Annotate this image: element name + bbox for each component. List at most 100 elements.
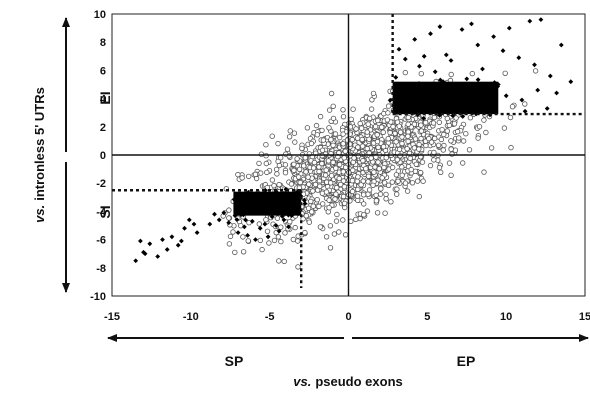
- open-circle-point: [291, 167, 297, 174]
- filled-diamond-point: [232, 213, 238, 218]
- filled-diamond-point: [480, 99, 486, 105]
- filled-diamond-point: [212, 211, 217, 217]
- open-circle-point: [317, 113, 324, 120]
- open-circle-point: [282, 230, 288, 236]
- filled-diamond-point: [469, 21, 474, 27]
- y-tick-label: -4: [96, 206, 107, 218]
- open-circle-point: [488, 145, 495, 151]
- open-circle-point: [282, 162, 289, 168]
- filled-diamond-point: [249, 218, 255, 224]
- open-circle-point: [276, 181, 282, 188]
- open-circle-point: [418, 135, 424, 142]
- open-circle-point: [350, 159, 356, 165]
- open-circle-point: [294, 156, 300, 162]
- filled-diamond-point: [483, 97, 489, 103]
- filled-diamond-point: [142, 251, 148, 257]
- x-tick-label: -5: [265, 311, 275, 323]
- open-circle-point: [378, 186, 384, 192]
- open-circle-point: [232, 249, 238, 256]
- filled-diamond-point: [488, 84, 493, 90]
- filled-diamond-point: [295, 207, 301, 213]
- open-circle-point: [373, 192, 379, 198]
- open-circle-point: [452, 147, 459, 153]
- open-circle-point: [399, 140, 405, 147]
- filled-diamond-point: [474, 107, 480, 113]
- open-circle-point: [355, 153, 362, 159]
- filled-diamond-point: [393, 75, 399, 80]
- filled-diamond-point: [160, 237, 165, 242]
- filled-diamond-point: [427, 87, 433, 93]
- filled-diamond-point: [399, 105, 405, 111]
- y-tick-label: -8: [96, 263, 106, 275]
- filled-diamond-point: [480, 66, 485, 72]
- filled-diamond-point: [439, 91, 445, 97]
- open-circle-point: [308, 140, 315, 147]
- open-circle-point: [288, 181, 295, 187]
- open-circle-point: [278, 224, 284, 230]
- open-circle-point: [310, 165, 317, 171]
- filled-diamond-point: [253, 237, 258, 242]
- open-circle-point: [333, 191, 339, 197]
- filled-diamond-point: [464, 76, 470, 82]
- filled-diamond-point: [274, 204, 280, 210]
- open-circle-point: [359, 136, 365, 143]
- open-circle-point: [359, 143, 366, 149]
- open-circle-point: [448, 71, 454, 78]
- filled-diamond-point: [415, 91, 421, 97]
- filled-diamond-point: [516, 55, 522, 61]
- open-circle-point: [456, 135, 462, 141]
- open-circle-point: [501, 125, 508, 131]
- filled-diamond-point: [403, 89, 409, 94]
- open-circle-point: [384, 117, 391, 123]
- filled-diamond-point: [267, 208, 273, 214]
- open-circle-point: [275, 158, 281, 165]
- open-circle-point: [383, 154, 389, 161]
- open-circle-point: [326, 125, 332, 131]
- open-circle-point: [271, 182, 277, 189]
- filled-diamond-point: [179, 238, 184, 244]
- filled-diamond-point: [447, 84, 453, 90]
- open-circle-point: [483, 129, 489, 136]
- tick-labels: -15 -10 -5 0 5 10 15 -10 -8 -6 -4 -2 0 2 4 6 8 10: [90, 9, 590, 323]
- open-circle-point: [389, 164, 396, 171]
- filled-diamond-point: [169, 234, 175, 240]
- open-circle-point: [303, 213, 309, 219]
- filled-diamond-point: [426, 84, 431, 89]
- filled-diamond-point: [424, 99, 430, 104]
- zero-axes: [112, 14, 585, 296]
- open-circle-point: [326, 204, 332, 211]
- open-circle-point: [369, 97, 375, 103]
- open-circle-point: [396, 146, 403, 153]
- open-circle-point: [278, 238, 284, 245]
- open-circle-point: [418, 70, 424, 77]
- filled-diamond-point: [285, 207, 291, 212]
- open-circle-point: [355, 186, 361, 193]
- open-circle-point: [394, 157, 400, 163]
- open-circle-point: [263, 160, 269, 167]
- open-circle-point: [269, 177, 276, 183]
- filled-diamond-point: [491, 34, 496, 39]
- quadrant-labels: EI SI SP EP: [97, 91, 475, 369]
- filled-diamond-point: [399, 101, 405, 106]
- open-circle-point: [320, 201, 326, 207]
- open-circle-point: [381, 164, 387, 171]
- quadrant-label-sp: SP: [225, 353, 244, 369]
- open-circle-point: [295, 238, 301, 244]
- open-circle-point: [377, 191, 384, 197]
- open-circle-point: [227, 233, 234, 240]
- open-circle-point: [328, 90, 335, 97]
- filled-diamond-point: [281, 217, 287, 223]
- open-circle-point: [374, 132, 380, 138]
- filled-diamond-point: [454, 87, 460, 93]
- open-circle-point: [341, 184, 348, 190]
- open-circle-point: [380, 129, 386, 135]
- open-circle-point: [385, 182, 392, 188]
- filled-diamond-point: [234, 217, 240, 222]
- y-tick-label: 6: [100, 65, 106, 77]
- open-circle-point: [328, 136, 334, 143]
- open-circle-point: [436, 119, 442, 126]
- open-circle-point: [340, 217, 346, 223]
- open-circle-point: [360, 192, 367, 198]
- open-circle-point: [256, 221, 262, 227]
- open-circle-point: [316, 203, 322, 210]
